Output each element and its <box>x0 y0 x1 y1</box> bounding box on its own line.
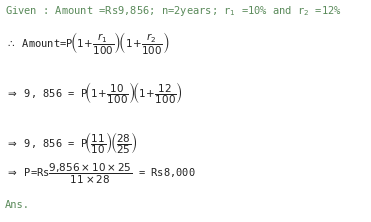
Text: Given : Amount =Rs9,856; n=2years; r$_1$ =10% and r$_2$ =12%: Given : Amount =Rs9,856; n=2years; r$_1$… <box>5 4 342 18</box>
Text: $\Rightarrow$ P=Rs$\dfrac{9{,}856\times10\times25}{11\times28}$ = Rs8,000: $\Rightarrow$ P=Rs$\dfrac{9{,}856\times1… <box>5 162 196 186</box>
Text: $\Rightarrow$ 9, 856 = P$\!\left(\dfrac{11}{10}\right)\!\left(\dfrac{28}{25}\rig: $\Rightarrow$ 9, 856 = P$\!\left(\dfrac{… <box>5 130 138 156</box>
Text: $\therefore$ Amount=P$\!\left(1\!+\!\dfrac{r_1}{100}\right)\!\left(1\!+\!\dfrac{: $\therefore$ Amount=P$\!\left(1\!+\!\dfr… <box>5 30 170 56</box>
Text: Ans.: Ans. <box>5 200 30 210</box>
Text: $\Rightarrow$ 9, 856 = P$\!\left(1\!+\!\dfrac{10}{100}\right)\!\left(1\!+\!\dfra: $\Rightarrow$ 9, 856 = P$\!\left(1\!+\!\… <box>5 80 183 106</box>
